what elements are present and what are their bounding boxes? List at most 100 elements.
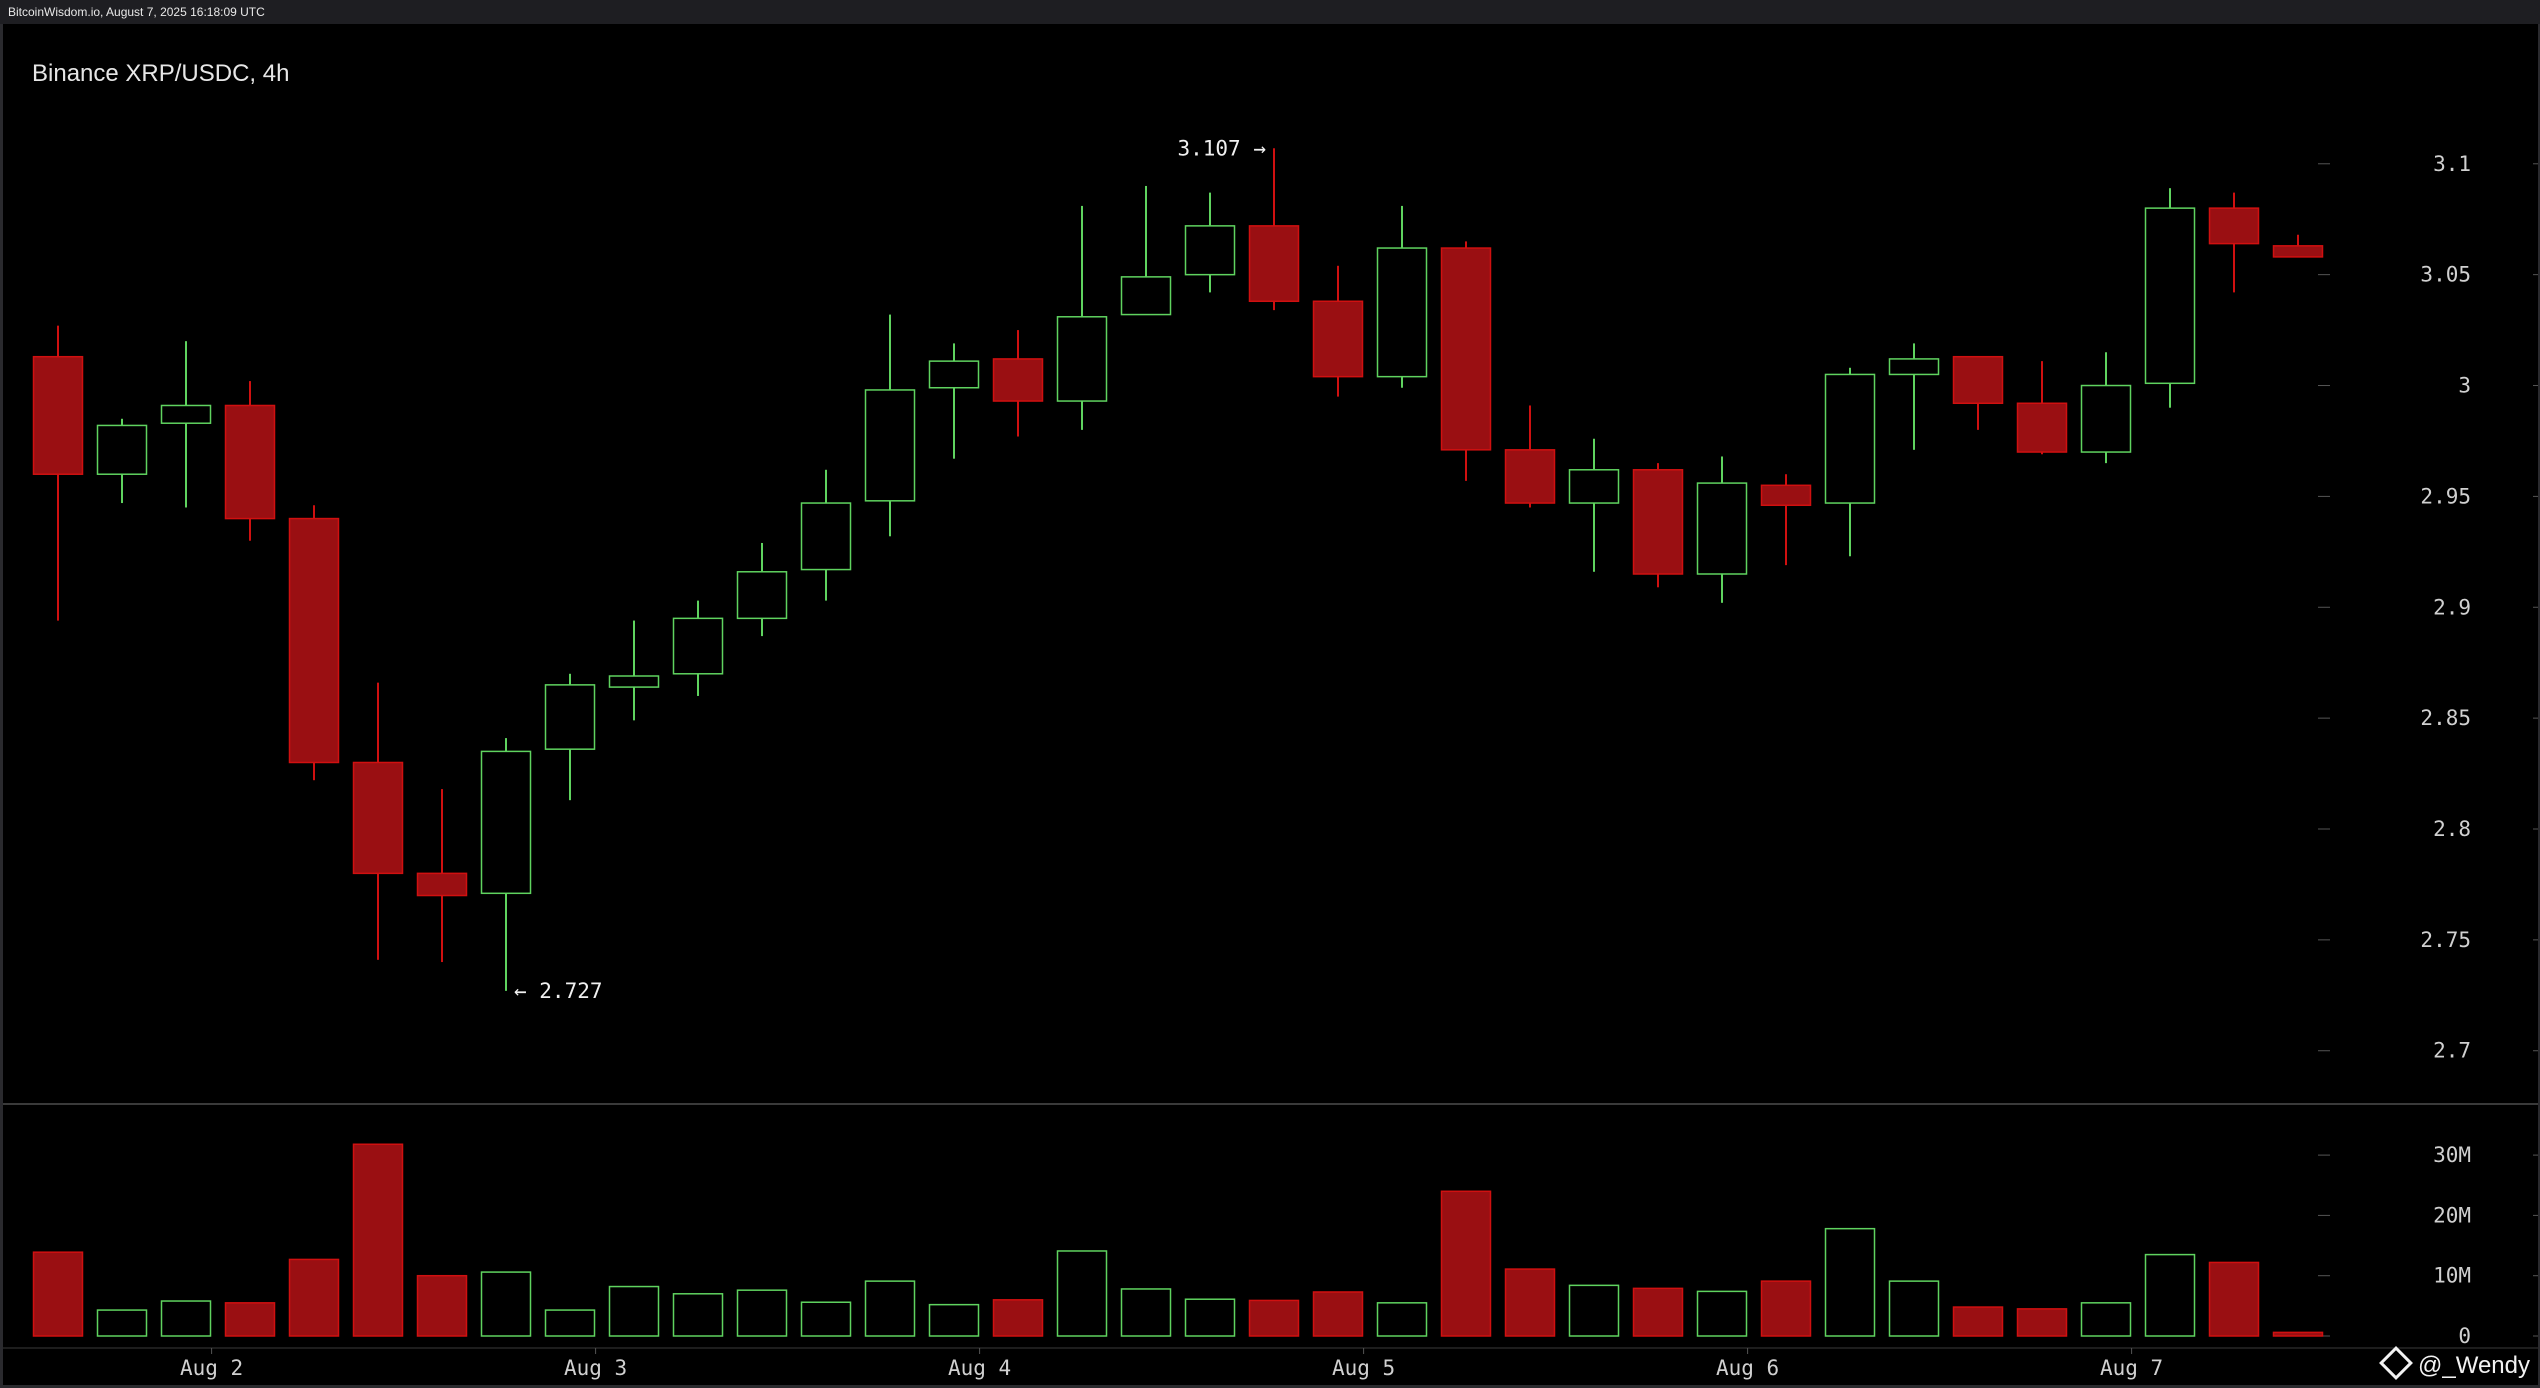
candle-body [2272, 245, 2324, 258]
volume-tick-label: 0 [2458, 1324, 2471, 1348]
candle-body [1568, 469, 1620, 504]
price-tick-label: 2.7 [2433, 1039, 2471, 1063]
candle-up [608, 620, 660, 721]
volume-bar-up [1120, 1288, 1172, 1337]
candle-body [800, 502, 852, 571]
volume-bar-up [1568, 1284, 1620, 1337]
volume-bar-down [2272, 1331, 2324, 1337]
candle-down [224, 381, 276, 541]
candle-body [992, 358, 1044, 402]
candle-body [1120, 276, 1172, 316]
candle-body [96, 424, 148, 475]
volume-bar-up [1376, 1302, 1428, 1337]
volume-bar-up [480, 1271, 532, 1337]
candle-body [1504, 449, 1556, 504]
price-tick-label: 3 [2458, 374, 2471, 398]
volume-bar-down [2208, 1261, 2260, 1337]
candle-down [1312, 265, 1364, 397]
price-annotations: 3.107 → ← 2.727 [514, 136, 1266, 1003]
volume-bar-up [544, 1309, 596, 1337]
candle-down [352, 682, 404, 960]
candle-down [1248, 148, 1300, 311]
volume-bar-up [1824, 1227, 1876, 1337]
candle-body [1312, 300, 1364, 378]
volume-bar-down [2016, 1308, 2068, 1337]
candle-body [1248, 225, 1300, 303]
volume-bar-up [1696, 1290, 1748, 1337]
candle-body [1760, 484, 1812, 507]
candle-down [1440, 241, 1492, 481]
volume-bar-down [1760, 1280, 1812, 1337]
candle-body [2016, 402, 2068, 453]
candle-down [2016, 361, 2068, 455]
candle-up [1888, 343, 1940, 450]
candle-body [2144, 207, 2196, 385]
volume-bar-up [96, 1309, 148, 1337]
volume-bar-down [32, 1251, 84, 1337]
candle-up [1376, 205, 1428, 388]
candle-body [32, 355, 84, 475]
candle-up [1568, 438, 1620, 572]
price-tick-label: 2.8 [2433, 817, 2471, 841]
candle-up [800, 469, 852, 601]
date-tick-label: Aug 2 [180, 1356, 243, 1380]
candle-up [1120, 185, 1172, 316]
candle-up [864, 314, 916, 537]
volume-bar-up [2144, 1253, 2196, 1337]
candle-up [544, 673, 596, 801]
candle-down [288, 505, 340, 781]
volume-bar-up [1056, 1250, 1108, 1337]
candle-down [992, 330, 1044, 437]
low-annotation: ← 2.727 [514, 979, 603, 1003]
candle-body [1824, 373, 1876, 504]
candle-body [864, 389, 916, 502]
candle-body [1440, 247, 1492, 451]
binance-logo-icon [2379, 1346, 2413, 1380]
candles [32, 148, 2324, 991]
volume-tick-label: 30M [2433, 1143, 2471, 1167]
chart-title: Binance XRP/USDC, 4h [32, 60, 290, 87]
volume-bar-down [288, 1258, 340, 1337]
candle-body [544, 684, 596, 750]
candle-down [2208, 192, 2260, 293]
date-tick-label: Aug 6 [1716, 1356, 1779, 1380]
candle-down [1760, 474, 1812, 566]
candle-body [2208, 207, 2260, 245]
candlestick-chart: 2.7 2.75 2.8 2.85 2.9 2.95 3 3.05 3.1 0 10M 20M 30M… [3, 136, 2538, 1380]
volume-bar-down [992, 1299, 1044, 1337]
candle-body [1696, 482, 1748, 575]
volume-bar-up [2080, 1302, 2132, 1337]
candle-down [32, 325, 84, 621]
volume-axis: 0 10M 20M 30M [2318, 1143, 2538, 1348]
high-annotation: 3.107 → [1177, 136, 1266, 160]
candle-up [160, 341, 212, 508]
date-tick-label: Aug 4 [948, 1356, 1011, 1380]
candle-up [1184, 192, 1236, 293]
top-bar: BitcoinWisdom.io, August 7, 2025 16:18:0… [0, 0, 2540, 24]
candle-body [1952, 355, 2004, 405]
candle-body [1056, 316, 1108, 402]
price-tick-label: 2.85 [2420, 706, 2471, 730]
price-tick-label: 3.05 [2420, 263, 2471, 287]
candle-up [480, 738, 532, 991]
volume-bar-down [224, 1302, 276, 1337]
candle-down [1632, 463, 1684, 588]
candle-down [1952, 355, 2004, 430]
candle-up [96, 418, 148, 504]
price-tick-label: 2.95 [2420, 484, 2471, 508]
candle-down [2272, 234, 2324, 258]
candle-up [1696, 456, 1748, 603]
candle-body [1888, 358, 1940, 376]
price-tick-label: 2.75 [2420, 928, 2471, 952]
candle-up [1824, 367, 1876, 557]
volume-bars [32, 1143, 2324, 1337]
date-tick-label: Aug 7 [2100, 1356, 2163, 1380]
source-line: BitcoinWisdom.io, August 7, 2025 16:18:0… [8, 5, 265, 19]
volume-bar-up [672, 1293, 724, 1337]
volume-bar-down [1440, 1190, 1492, 1337]
date-tick-label: Aug 3 [564, 1356, 627, 1380]
volume-tick-label: 10M [2433, 1264, 2471, 1288]
candle-up [736, 542, 788, 637]
price-tick-label: 2.9 [2433, 595, 2471, 619]
volume-bar-up [160, 1300, 212, 1337]
